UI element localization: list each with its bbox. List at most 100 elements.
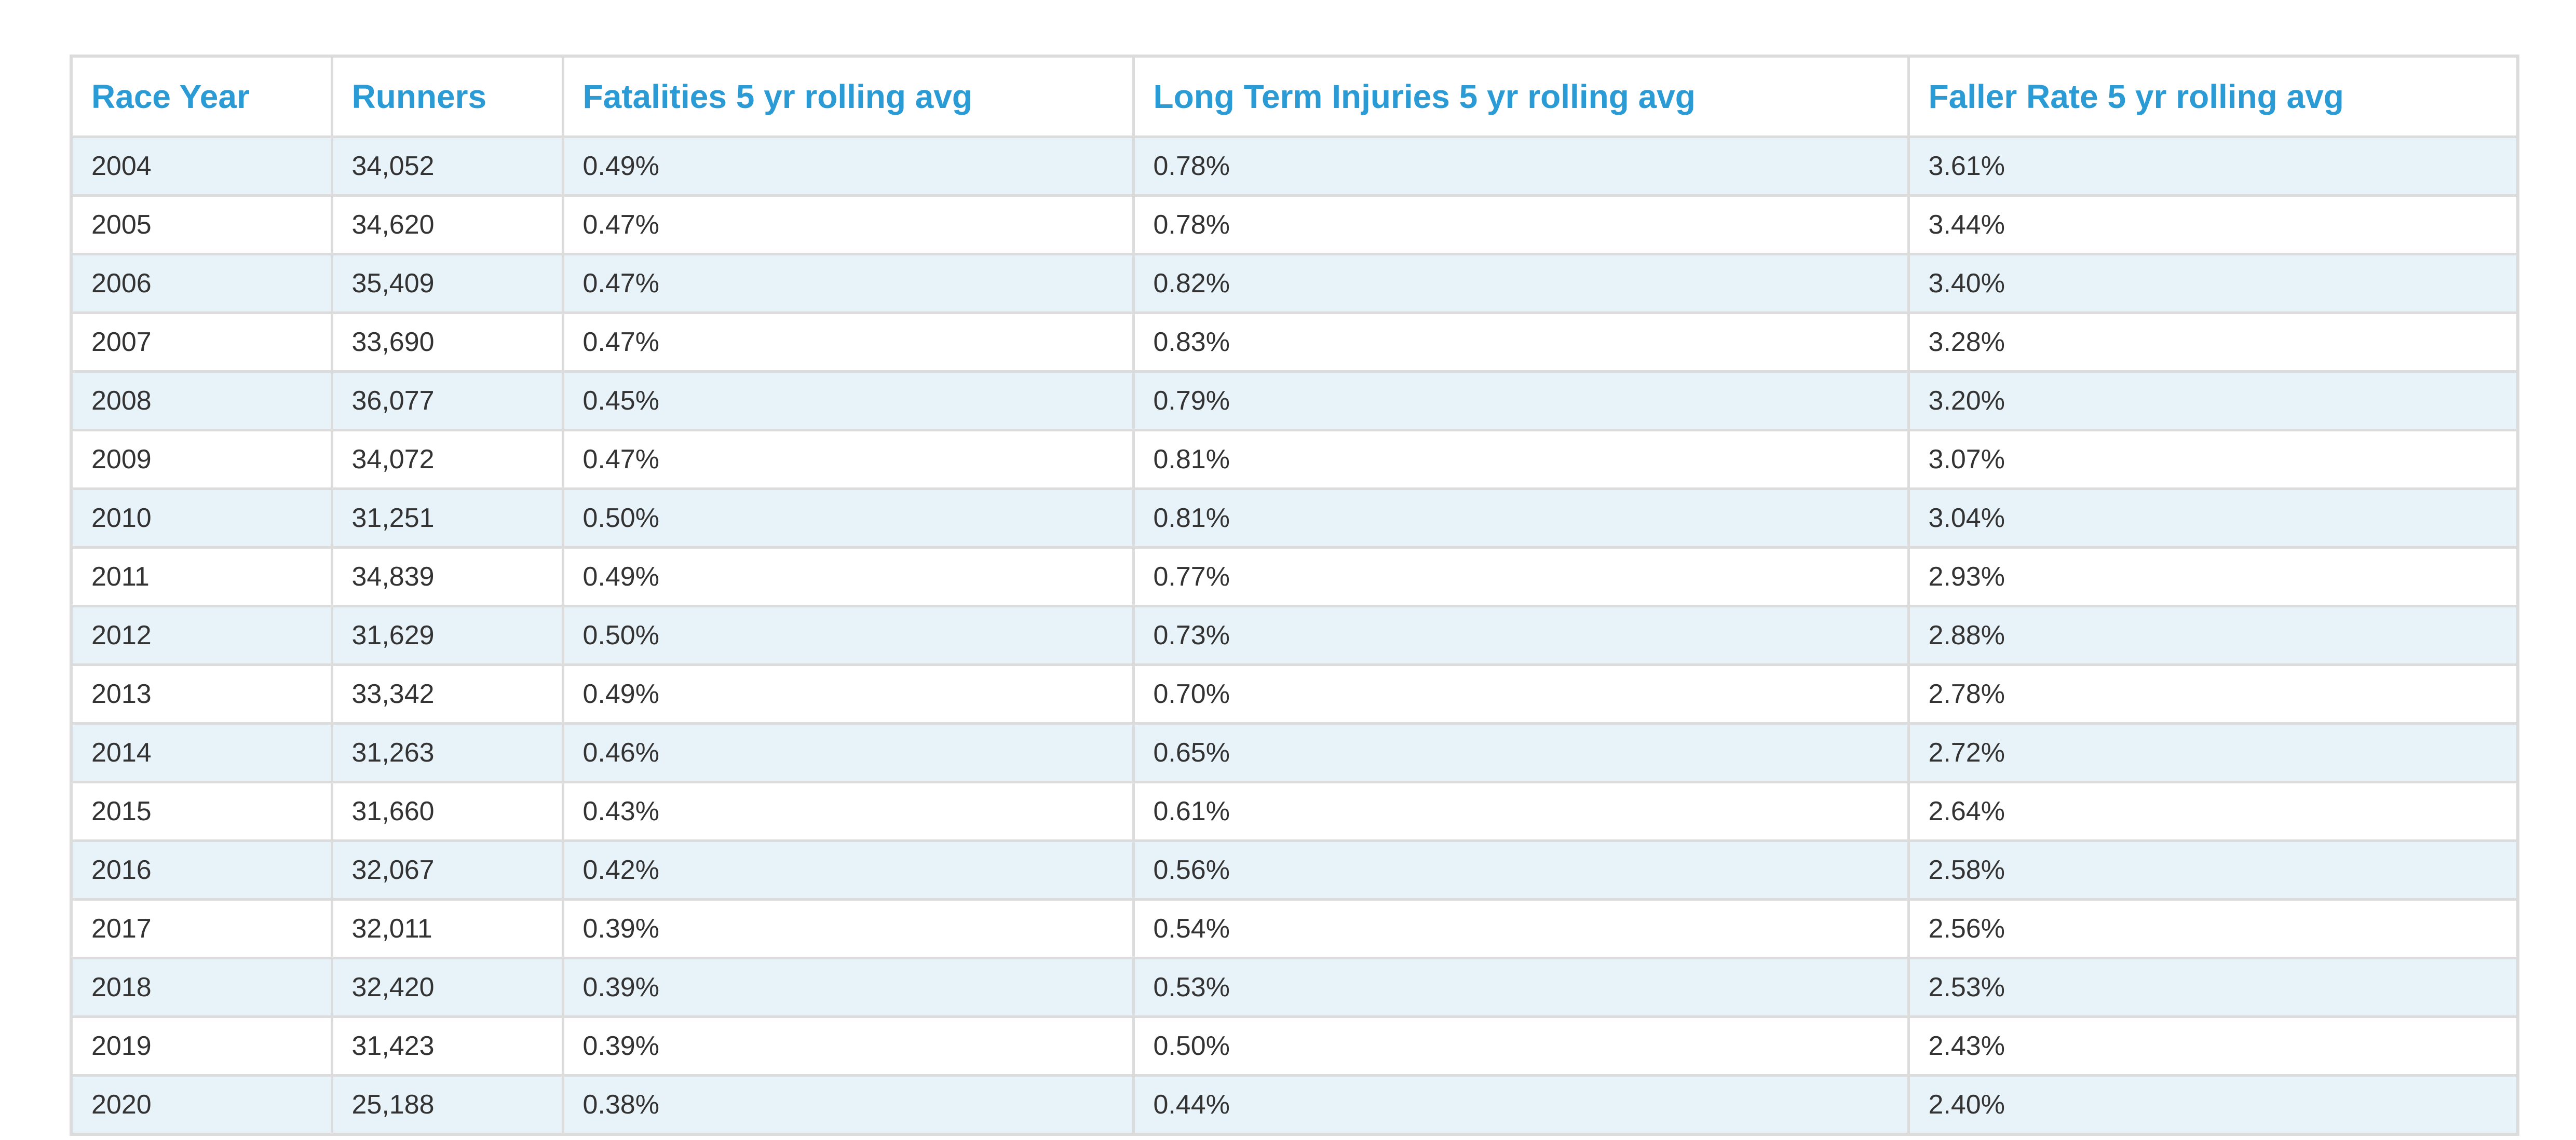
table-cell: 3.07% [1907, 429, 2519, 490]
table-cell: 0.53% [1132, 957, 1910, 1018]
table-cell: 2.53% [1907, 957, 2519, 1018]
table-cell: 2006 [70, 253, 333, 314]
table-cell: 3.40% [1907, 253, 2519, 314]
table-row: 2008 36,077 0.45% 0.79% 3.20% [70, 370, 2519, 431]
table-cell: 0.50% [561, 605, 1135, 666]
table-cell: 31,251 [330, 487, 564, 549]
table-cell: 32,420 [330, 957, 564, 1018]
table-row: 2016 32,067 0.42% 0.56% 2.58% [70, 839, 2519, 901]
table-cell: 0.50% [1132, 1015, 1910, 1077]
table-cell: 2.88% [1907, 605, 2519, 666]
table-row: 2011 34,839 0.49% 0.77% 2.93% [70, 546, 2519, 607]
table-row: 2014 31,263 0.46% 0.65% 2.72% [70, 722, 2519, 783]
table-cell: 0.65% [1132, 722, 1910, 783]
table-cell: 34,052 [330, 135, 564, 197]
table-cell: 31,629 [330, 605, 564, 666]
table-cell: 2012 [70, 605, 333, 666]
table-cell: 3.20% [1907, 370, 2519, 431]
table-cell: 2004 [70, 135, 333, 197]
table-cell: 0.61% [1132, 781, 1910, 842]
table-cell: 32,067 [330, 839, 564, 901]
table-row: 2013 33,342 0.49% 0.70% 2.78% [70, 663, 2519, 725]
table-cell: 2016 [70, 839, 333, 901]
table-cell: 2.64% [1907, 781, 2519, 842]
table-cell: 31,660 [330, 781, 564, 842]
table-cell: 0.42% [561, 839, 1135, 901]
table-row: 2020 25,188 0.38% 0.44% 2.40% [70, 1074, 2519, 1136]
table-cell: 31,423 [330, 1015, 564, 1077]
column-header: Runners [330, 55, 564, 138]
table-cell: 2005 [70, 194, 333, 255]
table-cell: 0.39% [561, 1015, 1135, 1077]
table-cell: 2017 [70, 898, 333, 959]
table-cell: 2.72% [1907, 722, 2519, 783]
table-cell: 2009 [70, 429, 333, 490]
table-cell: 2.58% [1907, 839, 2519, 901]
table-cell: 33,342 [330, 663, 564, 725]
column-header: Faller Rate 5 yr rolling avg [1907, 55, 2519, 138]
table-row: 2018 32,420 0.39% 0.53% 2.53% [70, 957, 2519, 1018]
column-header: Fatalities 5 yr rolling avg [561, 55, 1135, 138]
table-cell: 33,690 [330, 311, 564, 373]
table-head: Race Year Runners Fatalities 5 yr rolling … [70, 55, 2519, 138]
table-cell: 0.83% [1132, 311, 1910, 373]
table-row: 2017 32,011 0.39% 0.54% 2.56% [70, 898, 2519, 959]
table-cell: 0.49% [561, 135, 1135, 197]
table-row: 2009 34,072 0.47% 0.81% 3.07% [70, 429, 2519, 490]
table-cell: 34,620 [330, 194, 564, 255]
column-header: Race Year [70, 55, 333, 138]
table-row: 2005 34,620 0.47% 0.78% 3.44% [70, 194, 2519, 255]
table-cell: 2.78% [1907, 663, 2519, 725]
table-cell: 0.39% [561, 957, 1135, 1018]
table-cell: 34,839 [330, 546, 564, 607]
table-cell: 0.70% [1132, 663, 1910, 725]
header-row: Race Year Runners Fatalities 5 yr rolling … [70, 55, 2519, 138]
table-cell: 0.78% [1132, 194, 1910, 255]
table-cell: 0.45% [561, 370, 1135, 431]
table-cell: 0.79% [1132, 370, 1910, 431]
table-cell: 35,409 [330, 253, 564, 314]
table-row: 2006 35,409 0.47% 0.82% 3.40% [70, 253, 2519, 314]
table-cell: 0.49% [561, 663, 1135, 725]
table-cell: 0.78% [1132, 135, 1910, 197]
table-cell: 0.81% [1132, 487, 1910, 549]
table-cell: 2.40% [1907, 1074, 2519, 1136]
table-cell: 34,072 [330, 429, 564, 490]
table-cell: 0.77% [1132, 546, 1910, 607]
table-cell: 0.56% [1132, 839, 1910, 901]
table-cell: 0.47% [561, 253, 1135, 314]
table-cell: 2011 [70, 546, 333, 607]
table-cell: 0.49% [561, 546, 1135, 607]
table-cell: 2018 [70, 957, 333, 1018]
table-cell: 0.82% [1132, 253, 1910, 314]
table-cell: 0.38% [561, 1074, 1135, 1136]
table-cell: 32,011 [330, 898, 564, 959]
table-cell: 2.43% [1907, 1015, 2519, 1077]
table-cell: 0.46% [561, 722, 1135, 783]
table-cell: 2019 [70, 1015, 333, 1077]
table-cell: 0.47% [561, 311, 1135, 373]
table-cell: 2010 [70, 487, 333, 549]
table-cell: 2.93% [1907, 546, 2519, 607]
table-cell: 0.39% [561, 898, 1135, 959]
table-cell: 3.44% [1907, 194, 2519, 255]
data-table: Race Year Runners Fatalities 5 yr rolling … [70, 55, 2519, 1136]
table-row: 2007 33,690 0.47% 0.83% 3.28% [70, 311, 2519, 373]
table-cell: 2008 [70, 370, 333, 431]
table-cell: 2007 [70, 311, 333, 373]
table-cell: 2.56% [1907, 898, 2519, 959]
table-cell: 36,077 [330, 370, 564, 431]
table-cell: 0.73% [1132, 605, 1910, 666]
table-row: 2010 31,251 0.50% 0.81% 3.04% [70, 487, 2519, 549]
table-cell: 0.47% [561, 429, 1135, 490]
table-cell: 25,188 [330, 1074, 564, 1136]
table-row: 2004 34,052 0.49% 0.78% 3.61% [70, 135, 2519, 197]
table-cell: 2020 [70, 1074, 333, 1136]
table-cell: 2015 [70, 781, 333, 842]
column-header: Long Term Injuries 5 yr rolling avg [1132, 55, 1910, 138]
table-row: 2012 31,629 0.50% 0.73% 2.88% [70, 605, 2519, 666]
table-cell: 0.54% [1132, 898, 1910, 959]
table-cell: 31,263 [330, 722, 564, 783]
